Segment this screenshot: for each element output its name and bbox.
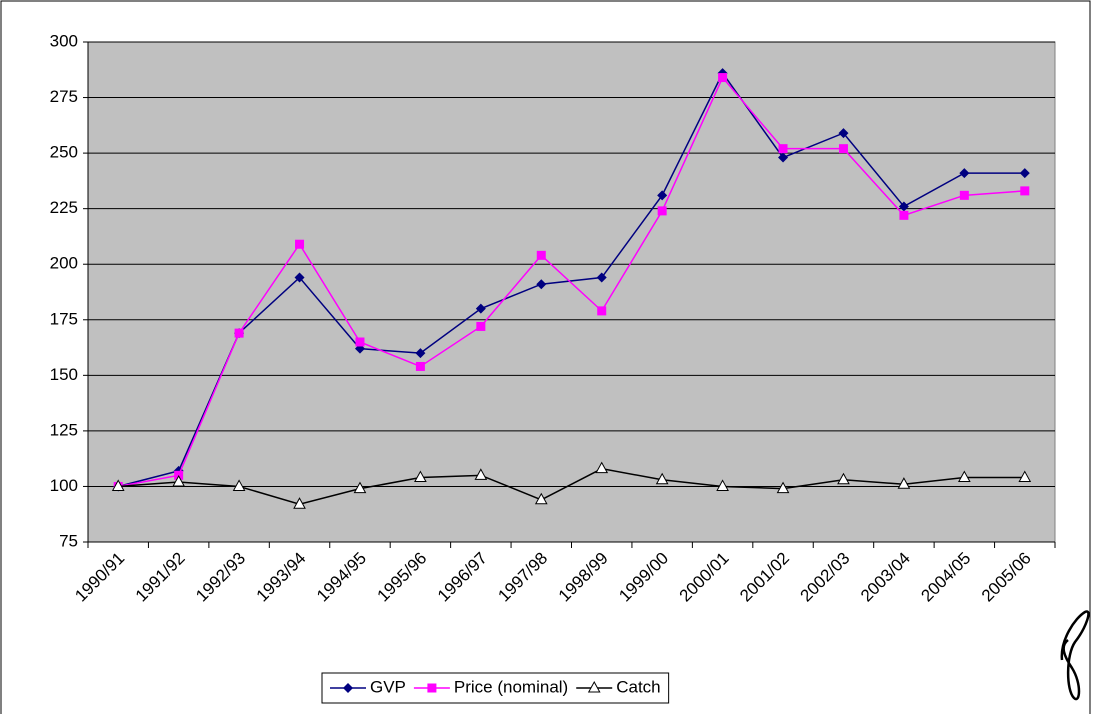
marker	[899, 210, 909, 220]
legend-label: Price (nominal)	[454, 677, 568, 696]
y-tick-label: 150	[50, 365, 78, 384]
marker	[718, 73, 728, 83]
legend-marker	[343, 683, 353, 693]
marker	[778, 152, 789, 163]
marker	[897, 477, 911, 489]
marker	[355, 337, 365, 347]
marker	[657, 190, 668, 201]
y-tick-label: 200	[50, 254, 78, 273]
marker	[597, 306, 607, 316]
x-tick-label: 2000/01	[676, 549, 733, 606]
legend-marker	[587, 680, 601, 693]
marker	[234, 328, 244, 338]
y-tick-label: 275	[50, 87, 78, 106]
marker	[475, 303, 486, 314]
marker	[778, 144, 788, 154]
marker	[172, 474, 186, 487]
y-tick-label: 125	[50, 420, 78, 439]
y-tick-label: 75	[59, 531, 78, 550]
marker	[655, 472, 669, 485]
x-tick-label: 2001/02	[736, 549, 793, 606]
y-tick-label: 100	[50, 476, 78, 495]
x-tick-label: 1997/98	[494, 549, 551, 606]
marker	[293, 497, 306, 509]
marker	[415, 348, 426, 359]
marker	[295, 239, 305, 249]
marker	[353, 481, 367, 494]
x-tick-label: 1999/00	[615, 549, 672, 606]
x-tick-label: 1995/96	[374, 549, 431, 606]
series-line	[118, 71, 1025, 488]
marker	[536, 250, 546, 260]
marker	[536, 279, 547, 290]
y-tick-label: 175	[50, 309, 78, 328]
marker	[959, 190, 969, 200]
x-tick-label: 2003/04	[857, 549, 914, 606]
series-line	[118, 76, 1025, 488]
marker	[838, 144, 848, 154]
x-tick-label: 1993/94	[253, 549, 310, 606]
series-line	[118, 467, 1025, 505]
logo	[1060, 610, 1090, 701]
marker	[534, 492, 548, 505]
marker	[776, 481, 790, 494]
x-tick-label: 1990/91	[71, 549, 128, 606]
y-tick-label: 250	[50, 143, 78, 162]
marker	[294, 272, 305, 283]
y-tick-label: 300	[50, 31, 78, 50]
marker	[1020, 186, 1030, 196]
x-tick-label: 2005/06	[978, 549, 1035, 606]
legend-label: GVP	[370, 677, 406, 696]
x-tick-label: 1992/93	[192, 549, 249, 606]
x-tick-label: 1996/97	[434, 549, 491, 606]
y-tick-label: 225	[50, 198, 78, 217]
x-tick-label: 2004/05	[917, 549, 974, 606]
marker	[232, 479, 246, 491]
marker	[111, 479, 125, 491]
marker	[838, 128, 849, 139]
x-tick-label: 2002/03	[797, 549, 854, 606]
marker	[716, 479, 729, 491]
marker	[476, 321, 486, 331]
x-tick-label: 1994/95	[313, 549, 370, 606]
x-tick-label: 1998/99	[555, 549, 612, 606]
marker	[657, 206, 667, 216]
legend-label: Catch	[616, 677, 660, 696]
marker	[414, 470, 427, 483]
marker	[898, 201, 909, 212]
legend: GVP Price (nominal) Catch	[321, 672, 670, 704]
marker	[959, 168, 970, 179]
plot-area	[87, 41, 1056, 543]
marker	[1019, 168, 1030, 179]
marker	[474, 468, 488, 480]
marker	[415, 361, 425, 371]
marker	[837, 472, 850, 485]
marker	[595, 461, 609, 474]
marker	[957, 470, 971, 483]
x-tick-label: 1991/92	[132, 549, 189, 606]
legend-marker	[427, 683, 437, 693]
marker	[596, 272, 607, 283]
marker	[1018, 470, 1032, 483]
